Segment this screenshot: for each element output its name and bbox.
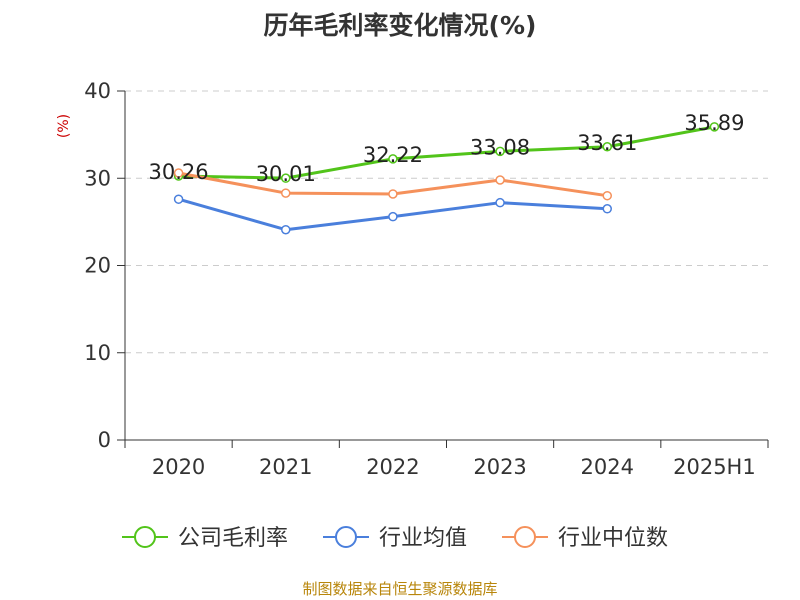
legend: 公司毛利率 行业均值 行业中位数: [122, 526, 668, 551]
data-point: [388, 154, 398, 164]
y-tick-label: 40: [84, 79, 111, 103]
series-line: [178, 125, 715, 180]
legend-label: 行业中位数: [558, 526, 668, 551]
data-label: 32.22: [363, 143, 423, 167]
data-point: [281, 173, 291, 183]
axes: 0 10 20 30 40 2020 2021 2022 2023 2024 2025H1 (%): [56, 79, 769, 479]
legend-marker: [134, 526, 156, 548]
data-point: [709, 122, 720, 132]
data-point: [495, 197, 505, 208]
data-label: 33.08: [470, 135, 530, 159]
data-label: 33.61: [577, 131, 637, 155]
data-label: 30.01: [256, 162, 316, 186]
legend-marker: [335, 526, 357, 548]
y-tick-label: 10: [84, 341, 111, 365]
chart-title: 历年毛利率变化情况(%): [263, 11, 537, 40]
legend-label: 行业均值: [379, 526, 467, 551]
legend-label: 公司毛利率: [178, 526, 288, 551]
x-tick-label: 2023: [473, 455, 526, 479]
x-tick-label: 2022: [366, 455, 419, 479]
x-tick-label: 2020: [152, 455, 205, 479]
data-point: [495, 175, 505, 185]
data-point: [495, 146, 505, 157]
y-tick-label: 30: [84, 166, 111, 190]
data-point: [388, 211, 398, 222]
x-tick-label: 2025H1: [673, 455, 756, 479]
data-label: 30.26: [149, 160, 209, 184]
y-tick-label: 20: [84, 254, 111, 278]
grid-lines: [125, 90, 768, 354]
x-tick-label: 2021: [259, 455, 312, 479]
data-labels: 30.26 30.01 32.22 33.08 33.61 35.89: [149, 111, 745, 186]
data-point: [388, 189, 398, 199]
source-note: 制图数据来自恒生聚源数据库: [302, 580, 498, 598]
legend-marker: [514, 526, 536, 548]
data-point: [281, 224, 291, 235]
x-tick-label: 2024: [581, 455, 634, 479]
data-point: [602, 142, 612, 152]
data-point: [602, 204, 612, 214]
data-point: [602, 190, 612, 201]
data-point: [173, 194, 184, 204]
data-point: [173, 168, 184, 178]
y-tick-label: 0: [98, 428, 111, 452]
series-lines: [173, 122, 720, 235]
y-axis-label: (%): [56, 114, 72, 138]
data-point: [281, 188, 291, 198]
data-label: 35.89: [684, 111, 744, 135]
